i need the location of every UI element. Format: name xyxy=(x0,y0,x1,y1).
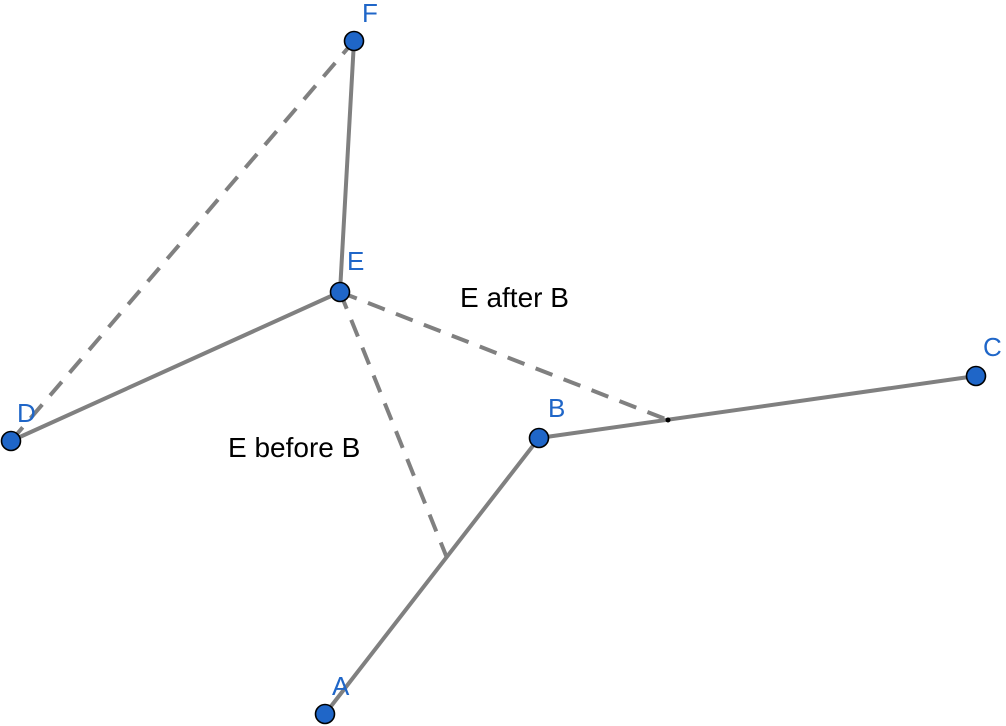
dashed-segment-e-before-b xyxy=(338,291,449,559)
point-e[interactable] xyxy=(329,281,351,303)
point-b[interactable] xyxy=(528,427,550,449)
segment-e-f xyxy=(338,39,356,294)
point-label-a: A xyxy=(332,671,350,701)
point-f[interactable] xyxy=(343,30,365,52)
point-label-e: E xyxy=(347,246,364,276)
segment-a-b xyxy=(323,436,541,716)
point-label-b: B xyxy=(548,393,565,423)
segment-b-c xyxy=(537,374,978,440)
point-label-d: D xyxy=(17,398,36,428)
segment-d-e xyxy=(9,290,342,443)
dashed-segment-d-f xyxy=(9,39,356,443)
point-a[interactable] xyxy=(314,703,336,725)
point-label-f: F xyxy=(362,0,378,28)
point-label-c: C xyxy=(983,332,1002,362)
intersection-marker xyxy=(665,417,671,423)
annotation-e-before-b: E before B xyxy=(228,432,360,463)
point-d[interactable] xyxy=(0,430,22,452)
point-c[interactable] xyxy=(965,365,987,387)
annotation-e-after-b: E after B xyxy=(460,282,569,313)
